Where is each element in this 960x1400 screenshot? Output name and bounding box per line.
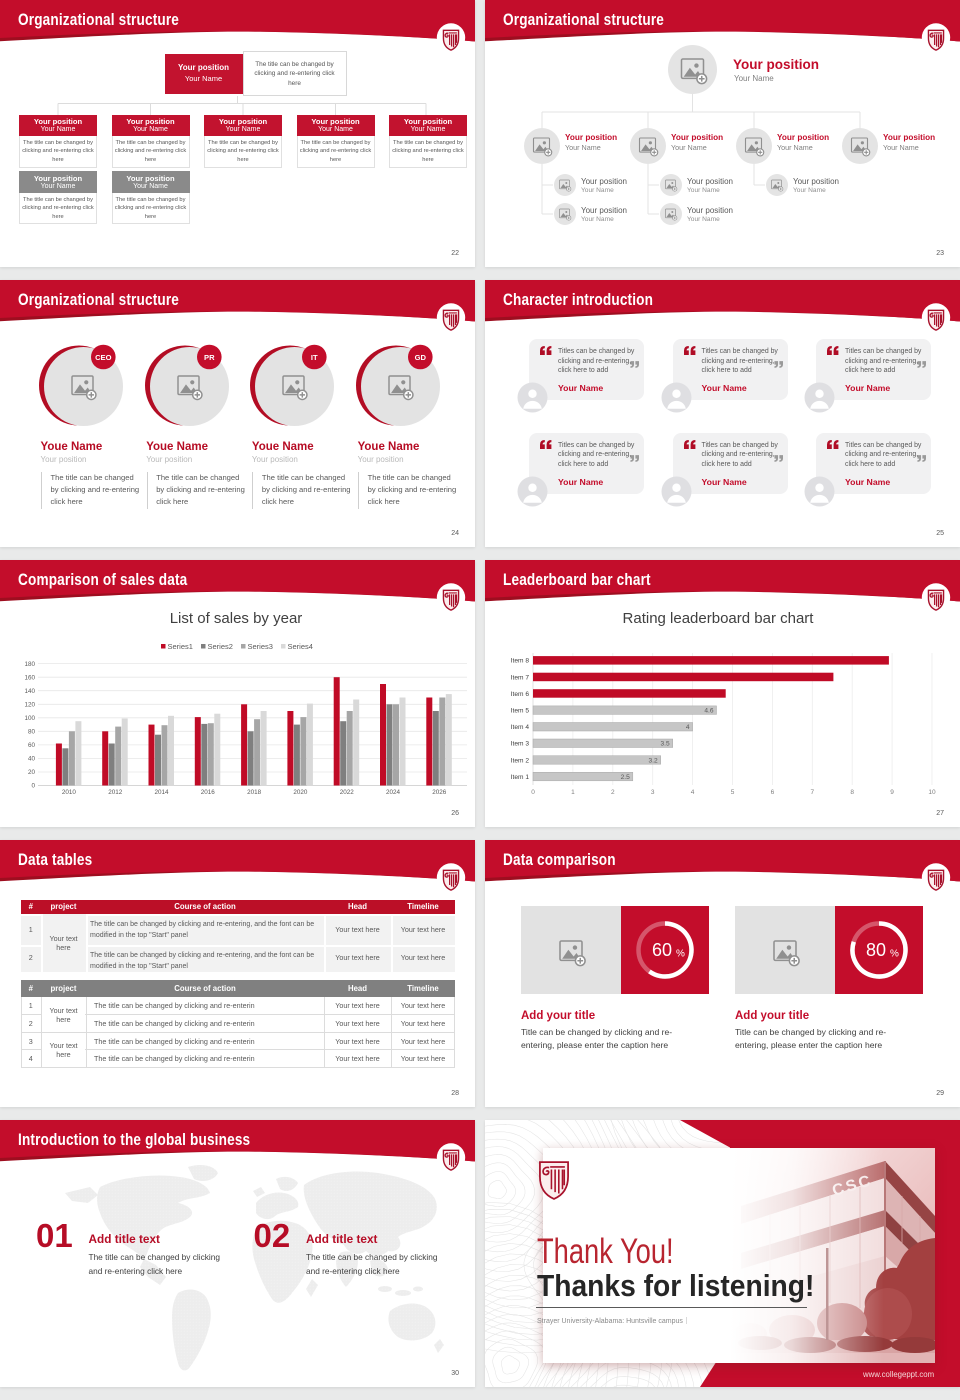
svg-text:0: 0 (531, 789, 535, 796)
svg-text:Item 4: Item 4 (511, 724, 530, 731)
svg-text:140: 140 (24, 688, 35, 695)
svg-text:Series4: Series4 (288, 642, 313, 651)
svg-text:2016: 2016 (201, 789, 216, 796)
svg-text:Item 6: Item 6 (511, 691, 530, 698)
svg-text:Item 2: Item 2 (511, 757, 530, 764)
svg-text:2018: 2018 (247, 789, 262, 796)
svg-text:160: 160 (24, 674, 35, 681)
svg-text:2022: 2022 (340, 789, 355, 796)
svg-text:Series2: Series2 (208, 642, 233, 651)
svg-text:2010: 2010 (62, 789, 77, 796)
svg-text:Item 5: Item 5 (511, 708, 530, 715)
svg-text:20: 20 (28, 769, 36, 776)
svg-text:5: 5 (731, 789, 735, 796)
svg-text:GD: GD (415, 353, 427, 362)
svg-text:2.5: 2.5 (621, 774, 630, 781)
svg-text:10: 10 (928, 789, 936, 796)
svg-text:CEO: CEO (95, 353, 112, 362)
svg-text:2026: 2026 (432, 789, 447, 796)
svg-text:8: 8 (850, 789, 854, 796)
svg-text:2020: 2020 (293, 789, 308, 796)
svg-text:2012: 2012 (108, 789, 123, 796)
svg-text:0: 0 (31, 783, 35, 790)
svg-text:1: 1 (571, 789, 575, 796)
svg-text:PR: PR (204, 353, 215, 362)
svg-text:Series1: Series1 (168, 642, 193, 651)
svg-text:60: 60 (28, 742, 36, 749)
svg-text:2: 2 (611, 789, 615, 796)
svg-text:100: 100 (24, 715, 35, 722)
svg-text:Series3: Series3 (248, 642, 273, 651)
svg-text:120: 120 (24, 702, 35, 709)
svg-text:3.5: 3.5 (661, 741, 670, 748)
svg-text:IT: IT (311, 353, 318, 362)
svg-text:60: 60 (652, 940, 672, 960)
svg-text:4: 4 (686, 724, 690, 731)
svg-text:3.2: 3.2 (649, 757, 658, 764)
svg-text:40: 40 (28, 756, 36, 763)
svg-text:Item 8: Item 8 (511, 658, 530, 665)
svg-text:2014: 2014 (154, 789, 169, 796)
svg-text:7: 7 (810, 789, 814, 796)
svg-text:180: 180 (24, 661, 35, 668)
svg-text:80: 80 (866, 940, 886, 960)
svg-text:4: 4 (691, 789, 695, 796)
svg-text:Item 1: Item 1 (511, 774, 530, 781)
svg-text:6: 6 (771, 789, 775, 796)
svg-text:2024: 2024 (386, 789, 401, 796)
svg-text:Item 7: Item 7 (511, 674, 530, 681)
svg-text:3: 3 (651, 789, 655, 796)
svg-text:9: 9 (890, 789, 894, 796)
svg-text:4.6: 4.6 (704, 708, 713, 715)
svg-text:80: 80 (28, 729, 36, 736)
svg-text:%: % (676, 949, 685, 960)
svg-text:%: % (890, 949, 899, 960)
svg-text:Item 3: Item 3 (511, 741, 530, 748)
